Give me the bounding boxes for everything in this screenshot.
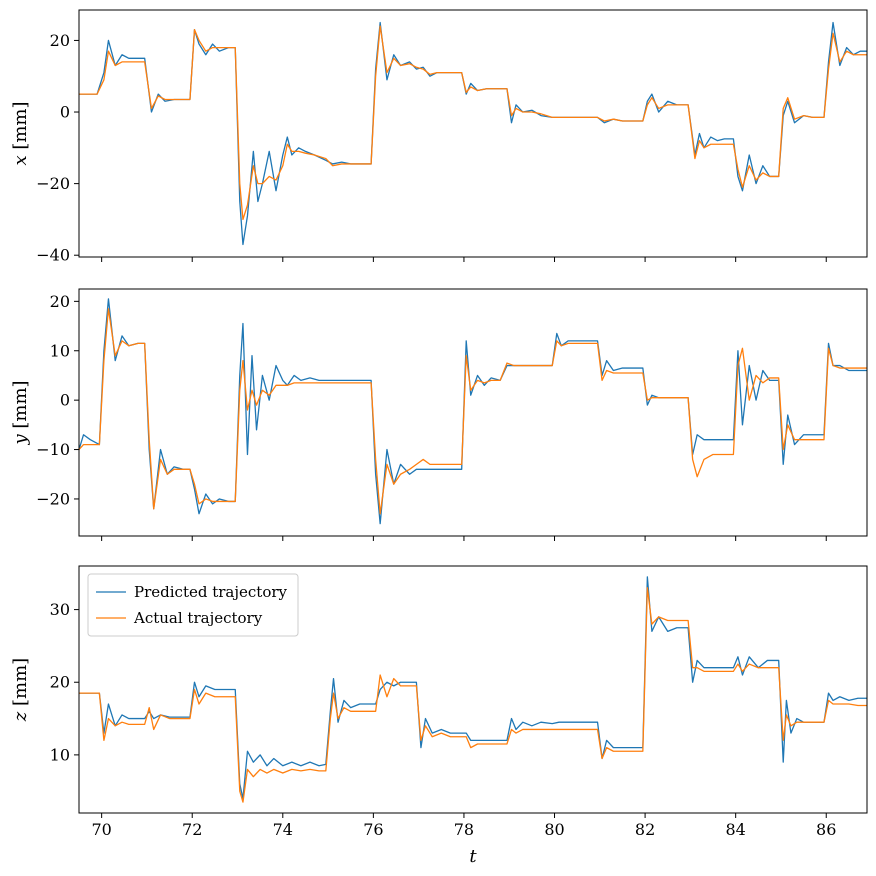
y-axis-label-variable: x bbox=[10, 155, 31, 165]
x-tick-label: 86 bbox=[816, 820, 836, 839]
legend-label: Actual trajectory bbox=[133, 609, 263, 627]
legend: Predicted trajectory Actual trajectory bbox=[87, 573, 299, 637]
y-tick-label: −40 bbox=[36, 246, 70, 265]
series-line-predicted bbox=[79, 576, 867, 800]
y-tick-label: 20 bbox=[50, 31, 70, 50]
series-line-predicted bbox=[79, 21, 867, 246]
y-tick-label: 20 bbox=[50, 292, 70, 311]
axes-frame bbox=[78, 565, 868, 814]
x-tick-label: 70 bbox=[91, 820, 111, 839]
series-line-actual bbox=[79, 308, 867, 515]
x-tick-label: 76 bbox=[363, 820, 383, 839]
y-axis-label-unit: [mm] bbox=[10, 380, 31, 434]
series-line-actual bbox=[79, 25, 867, 221]
series-line-actual bbox=[79, 587, 867, 803]
y-tick-label: 0 bbox=[60, 103, 70, 122]
panel-x: −40 −20 0 20 x [mm] bbox=[10, 9, 868, 265]
y-axis-label-variable: y bbox=[10, 434, 31, 446]
y-axis-label-variable: z bbox=[10, 711, 31, 722]
x-tick-label: 72 bbox=[182, 820, 202, 839]
y-tick-label: −20 bbox=[36, 174, 70, 193]
x-tick-label: 82 bbox=[635, 820, 655, 839]
y-axis-label: z [mm] bbox=[10, 658, 31, 722]
y-tick-label: −10 bbox=[36, 440, 70, 459]
y-axis-label-unit: [mm] bbox=[10, 101, 31, 155]
panel-y: −20 −10 0 10 20 y [mm] bbox=[10, 288, 868, 541]
panel-z: 70 72 74 76 78 80 82 84 86 10 20 30 z [mm] t Predicted… bbox=[10, 565, 868, 867]
x-axis-label: t bbox=[469, 846, 477, 867]
x-tick-label: 80 bbox=[544, 820, 564, 839]
axes-frame bbox=[78, 288, 868, 537]
series-line-predicted bbox=[79, 298, 867, 525]
y-axis-label-unit: [mm] bbox=[10, 658, 31, 712]
y-tick-label: 10 bbox=[50, 745, 70, 764]
y-tick-label: 10 bbox=[50, 341, 70, 360]
axes-frame bbox=[78, 9, 868, 258]
x-tick-label: 78 bbox=[454, 820, 474, 839]
y-tick-label: 20 bbox=[50, 673, 70, 692]
x-tick-label: 74 bbox=[273, 820, 293, 839]
x-tick-label: 84 bbox=[725, 820, 745, 839]
legend-box bbox=[87, 573, 299, 637]
y-tick-label: −20 bbox=[36, 489, 70, 508]
y-tick-label: 30 bbox=[50, 600, 70, 619]
y-axis-label: y [mm] bbox=[10, 380, 31, 445]
legend-label: Predicted trajectory bbox=[134, 583, 288, 601]
y-tick-label: 0 bbox=[60, 391, 70, 410]
y-axis-label: x [mm] bbox=[10, 101, 31, 165]
